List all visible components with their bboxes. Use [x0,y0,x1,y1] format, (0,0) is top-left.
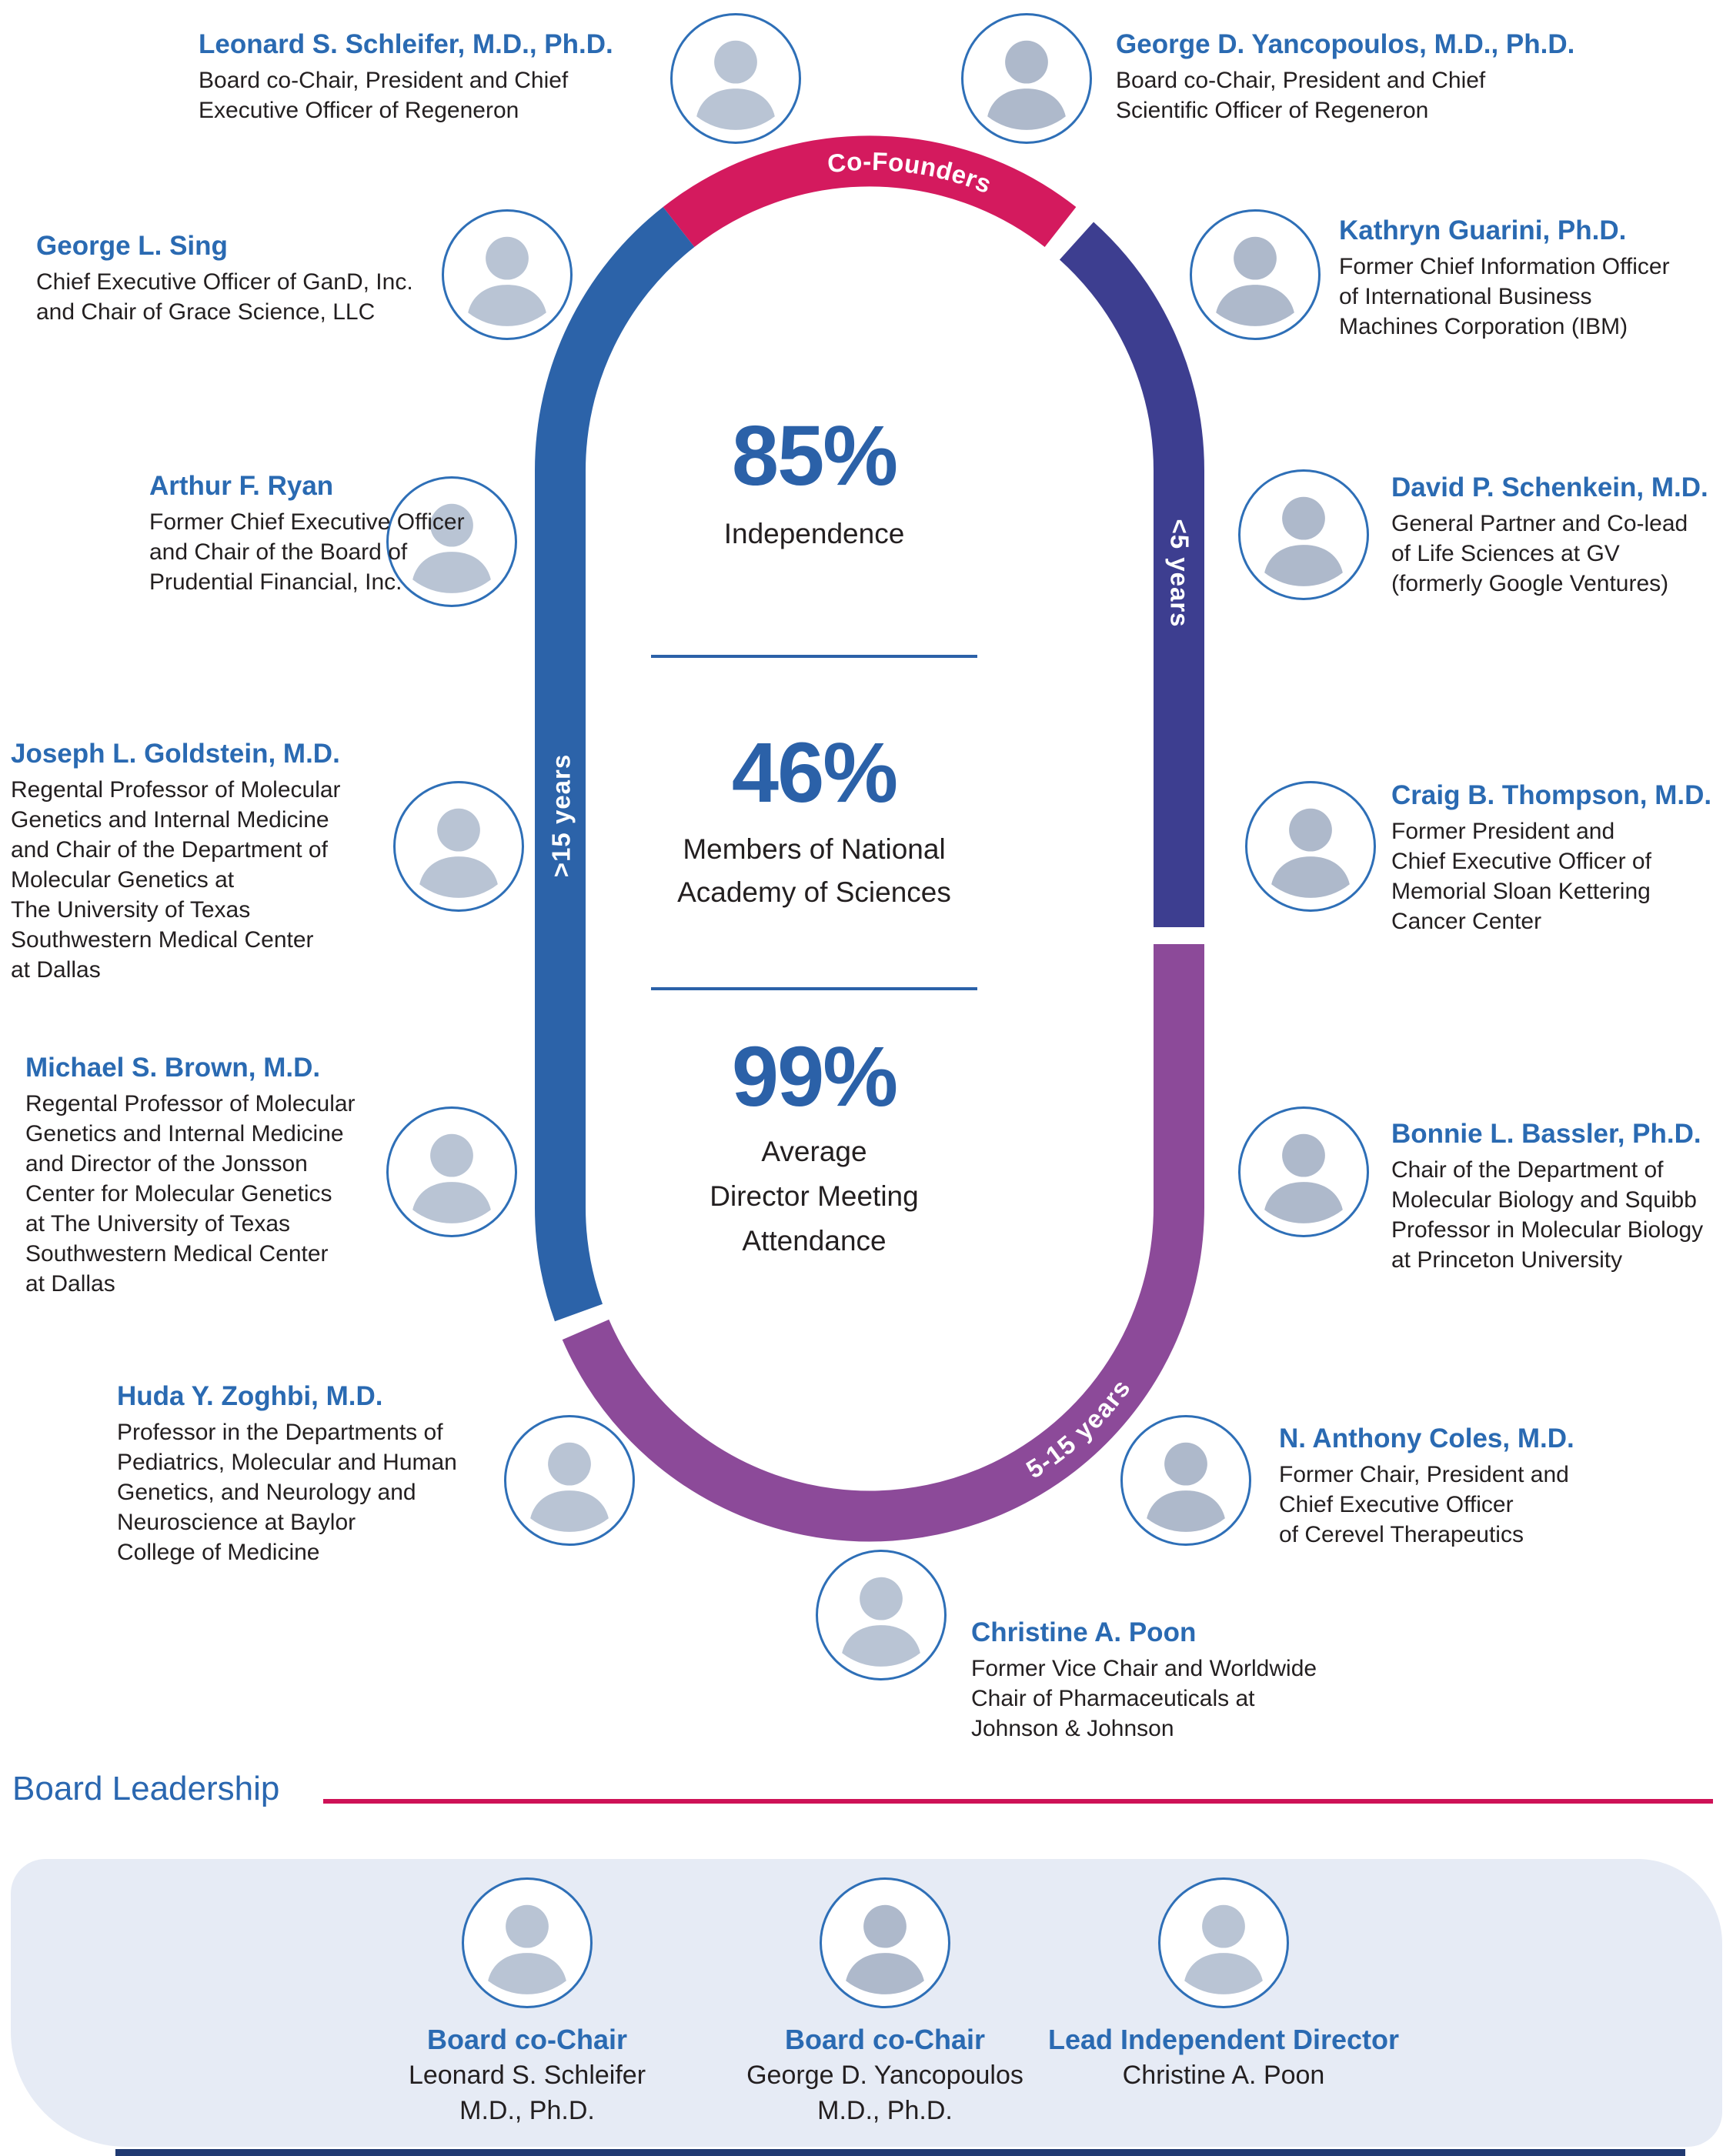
leader-name: Leonard S. Schleifer M.D., Ph.D. [408,2061,646,2125]
member-card-ryan: Arthur F. Ryan Former Chief Executive Of… [149,469,465,597]
leader-role: Board co-Chair [426,2024,628,2055]
member-card-yancopoulos: George D. Yancopoulos, M.D., Ph.D. Board… [1116,28,1574,125]
portrait-schenkein [1238,469,1369,600]
member-title: Former President and Chief Executive Offi… [1391,819,1651,934]
member-title: Regental Professor of Molecular Genetics … [25,1091,356,1297]
member-name: David P. Schenkein, M.D. [1391,472,1708,502]
member-name: George L. Sing [36,231,228,261]
member-title: General Partner and Co-lead of Life Scien… [1391,511,1688,596]
member-title: Former Chair, President and Chief Executi… [1279,1462,1569,1547]
stat-academy-label: Members of National Academy of Sciences [506,828,1122,914]
ring-label-less-5-years: <5 years [1166,519,1194,627]
member-card-goldstein: Joseph L. Goldstein, M.D. Regental Profe… [11,737,341,985]
stat-attendance: 99% [506,1035,1122,1120]
ring-label-more-15-years: >15 years [547,754,576,877]
portrait-bassler [1238,1106,1369,1237]
portrait-poon-leader [1158,1877,1289,2008]
leader-name: George D. Yancopoulos M.D., Ph.D. [746,2061,1023,2125]
member-card-brown: Michael S. Brown, M.D. Regental Professo… [25,1051,356,1299]
member-name: George D. Yancopoulos, M.D., Ph.D. [1116,29,1575,59]
board-leadership-heading: Board Leadership [12,1770,280,1807]
member-card-zoghbi: Huda Y. Zoghbi, M.D. Professor in the De… [117,1380,457,1567]
member-title: Chief Executive Officer of GanD, Inc. and… [36,269,413,325]
member-card-coles: N. Anthony Coles, M.D. Former Chair, Pre… [1279,1422,1574,1550]
stat-divider-1 [651,655,977,658]
member-card-thompson: Craig B. Thompson, M.D. Former President… [1391,779,1711,936]
member-name: Leonard S. Schleifer, M.D., Ph.D. [199,29,613,59]
member-name: Arthur F. Ryan [149,471,334,501]
stat-independence: 85% [506,414,1122,499]
member-card-sing: George L. Sing Chief Executive Officer o… [36,229,413,327]
stat-academy: 46% [506,731,1122,816]
stat-attendance-label: Average Director Meeting Attendance [506,1130,1122,1263]
member-title: Professor in the Departments of Pediatric… [117,1420,457,1565]
stat-label: Independence [723,518,905,549]
ring-segment-co-founders [663,135,1077,248]
member-name: Craig B. Thompson, M.D. [1391,780,1712,810]
ring-segment-5-15-years [562,944,1204,1542]
member-name: N. Anthony Coles, M.D. [1279,1423,1574,1453]
leader-role: Lead Independent Director [1047,2024,1400,2055]
member-name: Michael S. Brown, M.D. [25,1053,321,1083]
member-card-schleifer: Leonard S. Schleifer, M.D., Ph.D. Board … [199,28,613,125]
member-title: Former Chief Information Officer of Inter… [1339,254,1670,339]
member-title: Board co-Chair, President and Chief Execu… [199,68,569,123]
portrait-guarini [1190,209,1321,340]
leader-role: Board co-Chair [784,2024,986,2055]
portrait-coles [1120,1415,1251,1546]
portrait-yancopoulos [961,13,1092,144]
portrait-schleifer-leader [462,1877,593,2008]
board-leadership-rule [323,1799,1713,1804]
stat-divider-2 [651,987,977,990]
portrait-poon [816,1550,947,1680]
member-name: Huda Y. Zoghbi, M.D. [117,1381,383,1411]
leader-schleifer: Board co-Chair Leonard S. Schleifer M.D.,… [312,1877,743,2128]
leader-poon: Lead Independent Director Christine A. P… [1008,1877,1439,2093]
member-card-guarini: Kathryn Guarini, Ph.D. Former Chief Info… [1339,214,1670,342]
member-title: Board co-Chair, President and Chief Scien… [1116,68,1486,123]
stat-value: 85% [731,409,898,503]
member-name: Bonnie L. Bassler, Ph.D. [1391,1119,1701,1149]
portrait-schleifer [670,13,801,144]
stat-value: 46% [731,726,898,820]
portrait-brown [386,1106,517,1237]
portrait-sing [442,209,573,340]
member-title: Former Chief Executive Officer and Chair … [149,509,465,595]
portrait-yancopoulos-leader [820,1877,950,2008]
ring-segment-less-5-years [1059,222,1205,927]
stat-label: Members of National Academy of Sciences [677,833,951,908]
member-card-poon: Christine A. Poon Former Vice Chair and … [971,1616,1317,1744]
member-name: Christine A. Poon [971,1617,1197,1647]
member-card-schenkein: David P. Schenkein, M.D. General Partner… [1391,471,1708,599]
bottom-accent-bar [115,2149,1685,2156]
member-card-bassler: Bonnie L. Bassler, Ph.D. Chair of the De… [1391,1117,1703,1275]
member-title: Regental Professor of Molecular Genetics … [11,777,341,983]
stat-label: Average Director Meeting Attendance [710,1136,919,1257]
portrait-goldstein [393,781,524,912]
member-name: Joseph L. Goldstein, M.D. [11,739,340,769]
portrait-thompson [1245,781,1376,912]
member-name: Kathryn Guarini, Ph.D. [1339,215,1627,245]
portrait-zoghbi [504,1415,635,1546]
leader-name: Christine A. Poon [1122,2061,1325,2090]
member-title: Chair of the Department of Molecular Biol… [1391,1157,1704,1273]
portrait-ryan [386,476,517,607]
stat-independence-label: Independence [506,512,1122,556]
ring-segment-more-15-years [534,207,695,1322]
leader-yancopoulos: Board co-Chair George D. Yancopoulos M.D.… [669,1877,1100,2128]
stat-value: 99% [731,1030,898,1124]
member-title: Former Vice Chair and Worldwide Chair of … [971,1656,1317,1741]
